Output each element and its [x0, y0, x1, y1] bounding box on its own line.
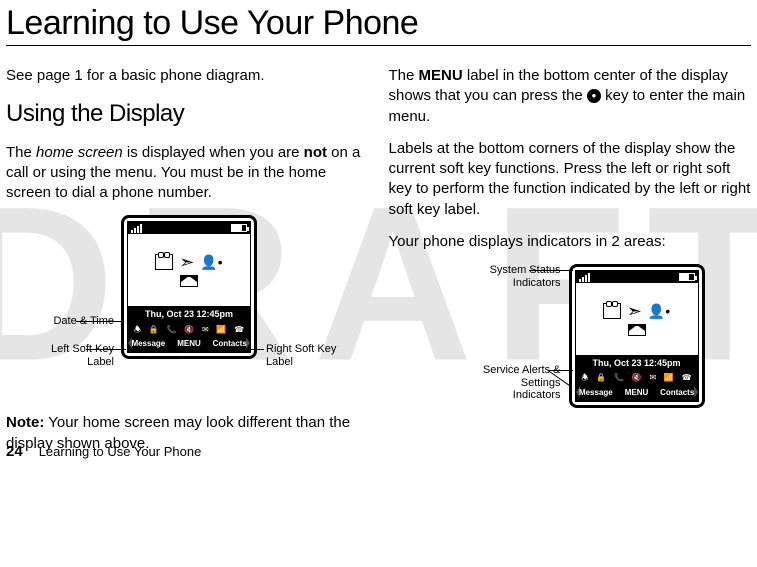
signal-icon [131, 224, 142, 233]
settings-icon-row: 🕭 🔒 📞 🔇 ✉ 📶 ☎ [128, 323, 250, 338]
datetime-bar: Thu, Oct 23 12:45pm [576, 355, 698, 371]
lock-icon: 🔒 [149, 325, 159, 336]
right-softkey-callout: Right Soft Key Label [266, 343, 376, 368]
phone-diagram-right: ➣ 👤• Thu, Oct 23 12:45pm 🕭 🔒 📞 🔇 ✉ [389, 264, 752, 454]
call-icon: 📞 [167, 325, 177, 336]
mute-icon: 🔇 [184, 325, 194, 336]
softkey-row: Message MENU Contacts [576, 386, 698, 401]
mail-icon: ✉ [649, 373, 656, 384]
page-title: Learning to Use Your Phone [6, 0, 751, 46]
datetime-bar: Thu, Oct 23 12:45pm [128, 306, 250, 322]
left-softkey-callout: Left Soft Key Label [6, 343, 114, 368]
phone-frame: ➣ 👤• Thu, Oct 23 12:45pm 🕭 🔒 📞 🔇 ✉ [121, 215, 257, 359]
nav-arrow-icon: ➣ [627, 302, 642, 320]
alert-icon: 🕭 [134, 325, 141, 336]
right-softkey-label: Contacts [209, 337, 250, 352]
alert-icon: 🕭 [581, 373, 588, 384]
phone-diagram-left: ➣ 👤• Thu, Oct 23 12:45pm 🕭 🔒 📞 🔇 ✉ [6, 215, 369, 405]
center-softkey-label: MENU [616, 386, 657, 401]
status-bar [128, 222, 250, 234]
phone-icon: ☎ [682, 373, 692, 384]
phone-icon: ☎ [234, 325, 244, 336]
calendar-icon [155, 254, 173, 270]
network-icon: 📶 [216, 325, 226, 336]
right-column: The MENU label in the bottom center of t… [389, 66, 752, 466]
lock-icon: 🔒 [596, 373, 606, 384]
page-footer: 24 Learning to Use Your Phone [6, 443, 201, 460]
mute-icon: 🔇 [632, 373, 642, 384]
person-icon: 👤• [648, 304, 670, 318]
softkey-functions-paragraph: Labels at the bottom corners of the disp… [389, 139, 752, 220]
service-alerts-callout: Service Alerts & Settings Indicators [453, 364, 561, 402]
nav-arrow-icon: ➣ [179, 253, 194, 271]
person-icon: 👤• [200, 255, 222, 269]
mail-icon: ✉ [202, 325, 209, 336]
call-icon: 📞 [614, 373, 624, 384]
screen-body: ➣ 👤• [576, 283, 698, 355]
envelope-icon [180, 275, 198, 287]
battery-icon [231, 224, 247, 232]
system-status-callout: System Status Indicators [453, 264, 561, 289]
battery-icon [679, 273, 695, 281]
calendar-icon [603, 303, 621, 319]
intro-text: See page 1 for a basic phone diagram. [6, 66, 369, 86]
status-bar [576, 271, 698, 283]
left-softkey-label: Message [128, 337, 169, 352]
indicators-intro: Your phone displays indicators in 2 area… [389, 232, 752, 252]
settings-icon-row: 🕭 🔒 📞 🔇 ✉ 📶 ☎ [576, 371, 698, 386]
note-label: Note: [6, 414, 44, 431]
signal-icon [579, 273, 590, 282]
home-screen-term: home screen [36, 144, 123, 161]
left-softkey-label: Message [576, 386, 617, 401]
menu-label-inline: MENU [419, 66, 463, 86]
center-key-glyph-icon: ● [587, 89, 601, 103]
left-column: See page 1 for a basic phone diagram. Us… [6, 66, 369, 466]
menu-label-paragraph: The MENU label in the bottom center of t… [389, 66, 752, 127]
envelope-icon [628, 324, 646, 336]
phone-frame: ➣ 👤• Thu, Oct 23 12:45pm 🕭 🔒 📞 🔇 ✉ [569, 264, 705, 408]
center-softkey-label: MENU [169, 337, 210, 352]
footer-title: Learning to Use Your Phone [39, 444, 202, 459]
right-softkey-label: Contacts [657, 386, 698, 401]
screen-body: ➣ 👤• [128, 234, 250, 306]
softkey-row: Message MENU Contacts [128, 337, 250, 352]
not-emphasis: not [304, 144, 327, 161]
section-heading: Using the Display [6, 98, 369, 130]
network-icon: 📶 [664, 373, 674, 384]
page-number: 24 [6, 443, 23, 460]
home-screen-paragraph: The home screen is displayed when you ar… [6, 143, 369, 204]
